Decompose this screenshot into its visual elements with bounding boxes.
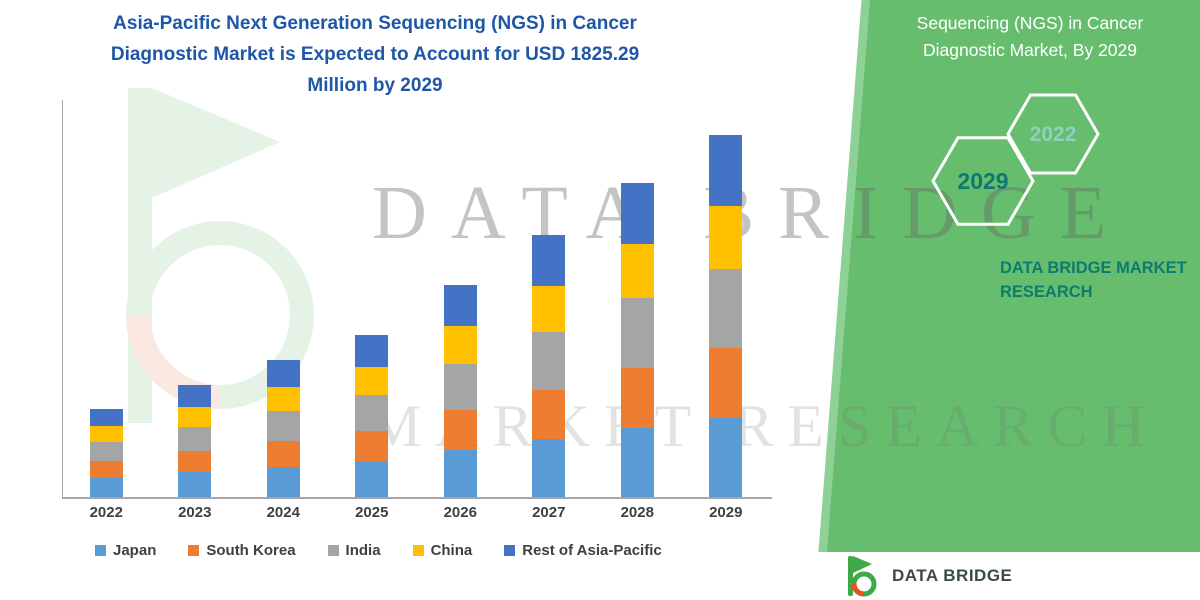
- bar-segment-india: [89, 441, 123, 462]
- bar-segment-china: [620, 244, 654, 299]
- bar-segment-india: [443, 363, 477, 411]
- bar-segment-india: [355, 395, 389, 431]
- bar-segment-china: [443, 326, 477, 364]
- legend-item-south-korea: South Korea: [188, 542, 296, 559]
- bar-segment-south-korea: [266, 440, 300, 467]
- bar-column-2029: [682, 100, 771, 497]
- footer-strip: DATA BRIDGE: [812, 552, 1200, 600]
- legend-label-india: India: [345, 542, 381, 559]
- bar-segment-china: [266, 386, 300, 411]
- brand-text: DATA BRIDGE MARKET RESEARCH: [1000, 259, 1187, 301]
- stacked-bar-2023: [178, 385, 212, 497]
- bar-column-2028: [593, 100, 682, 497]
- x-axis-label-2029: 2029: [709, 504, 743, 521]
- x-axis-labels: 2022 2023 2024 2025 2026 2027 2028 2029: [62, 504, 770, 521]
- legend-item-china: China: [412, 542, 473, 559]
- stacked-bar-2022: [89, 409, 123, 497]
- bar-segment-rest-of-asia-pacific: [709, 134, 743, 207]
- x-axis-label-2023: 2023: [178, 504, 212, 521]
- panel-heading-line-2: Diagnostic Market, By 2029: [923, 40, 1137, 60]
- bar-segment-japan: [178, 472, 212, 497]
- bar-segment-india: [178, 426, 212, 452]
- x-axis-label-2022: 2022: [89, 504, 123, 521]
- bar-segment-japan: [266, 466, 300, 497]
- title-line-2: Diagnostic Market is Expected to Account…: [110, 44, 640, 65]
- bar-segment-japan: [620, 427, 654, 497]
- stacked-bar-2027: [532, 234, 566, 497]
- legend-swatch-japan: [95, 545, 106, 556]
- bar-segment-south-korea: [443, 410, 477, 451]
- legend-label-south-korea: South Korea: [206, 542, 296, 559]
- stacked-bar-2029: [709, 134, 743, 497]
- stacked-bar-2025: [355, 335, 389, 497]
- stacked-bar-2028: [620, 183, 654, 497]
- x-axis-label-2026: 2026: [443, 504, 477, 521]
- panel-heading: Sequencing (NGS) in Cancer Diagnostic Ma…: [880, 10, 1180, 64]
- bar-column-2023: [151, 100, 240, 497]
- x-axis-label-2024: 2024: [266, 504, 300, 521]
- legend-item-rest-of-asia-pacific: Rest of Asia-Pacific: [504, 542, 662, 559]
- bar-segment-south-korea: [178, 451, 212, 473]
- bar-segment-rest-of-asia-pacific: [89, 409, 123, 427]
- bar-segment-japan: [89, 477, 123, 497]
- bar-segment-india: [532, 332, 566, 390]
- legend-swatch-india: [327, 545, 339, 556]
- legend-swatch-rest-of-asia-pacific: [504, 545, 516, 556]
- bar-segment-japan: [709, 417, 743, 497]
- legend-label-rest-of-asia-pacific: Rest of Asia-Pacific: [522, 542, 662, 559]
- bar-segment-rest-of-asia-pacific: [532, 234, 566, 287]
- legend: Japan South Korea India China Rest of Asia-P…: [95, 542, 662, 559]
- stacked-bar-2024: [266, 359, 300, 497]
- x-axis-label-2027: 2027: [532, 504, 566, 521]
- y-axis-line: [62, 100, 63, 498]
- bar-segment-rest-of-asia-pacific: [178, 385, 212, 407]
- bar-segment-india: [620, 298, 654, 368]
- title-line-1: Asia-Pacific Next Generation Sequencing …: [113, 13, 637, 34]
- bar-segment-south-korea: [709, 348, 743, 418]
- bar-segment-india: [266, 410, 300, 441]
- legend-label-japan: Japan: [113, 542, 157, 559]
- bar-segment-china: [89, 426, 123, 442]
- legend-swatch-china: [412, 545, 424, 556]
- bar-column-2025: [328, 100, 417, 497]
- page-title: Asia-Pacific Next Generation Sequencing …: [60, 8, 690, 101]
- bar-segment-india: [709, 268, 743, 349]
- x-axis-label-2028: 2028: [620, 504, 654, 521]
- bar-segment-south-korea: [355, 430, 389, 462]
- x-axis-line: [62, 497, 772, 499]
- bar-segment-japan: [443, 450, 477, 497]
- bar-column-2027: [505, 100, 594, 497]
- title-line-3: Million by 2029: [307, 75, 443, 96]
- legend-swatch-south-korea: [188, 545, 200, 556]
- bar-segment-china: [709, 206, 743, 269]
- stacked-bar-2026: [443, 284, 477, 497]
- bar-segment-south-korea: [532, 389, 566, 440]
- legend-item-india: India: [327, 542, 381, 559]
- bar-column-2022: [62, 100, 151, 497]
- panel-heading-line-1: Sequencing (NGS) in Cancer: [916, 13, 1144, 33]
- bar-segment-south-korea: [89, 461, 123, 478]
- bar-segment-rest-of-asia-pacific: [266, 359, 300, 387]
- bar-column-2024: [239, 100, 328, 497]
- bar-segment-south-korea: [620, 367, 654, 428]
- legend-label-china: China: [430, 542, 473, 559]
- bar-segment-rest-of-asia-pacific: [355, 335, 389, 367]
- data-bridge-logo-icon: [848, 556, 877, 597]
- legend-item-japan: Japan: [95, 542, 156, 559]
- bar-segment-japan: [532, 439, 566, 497]
- bar-segment-china: [178, 406, 212, 427]
- bar-segment-rest-of-asia-pacific: [443, 284, 477, 327]
- bar-column-2026: [416, 100, 505, 497]
- bar-segment-rest-of-asia-pacific: [620, 183, 654, 245]
- bar-segment-china: [355, 366, 389, 396]
- x-axis-label-2025: 2025: [355, 504, 389, 521]
- footer-brand-text: DATA BRIDGE: [892, 566, 1013, 585]
- bar-segment-japan: [355, 461, 389, 497]
- bars-area: [62, 100, 770, 497]
- bar-segment-china: [532, 286, 566, 333]
